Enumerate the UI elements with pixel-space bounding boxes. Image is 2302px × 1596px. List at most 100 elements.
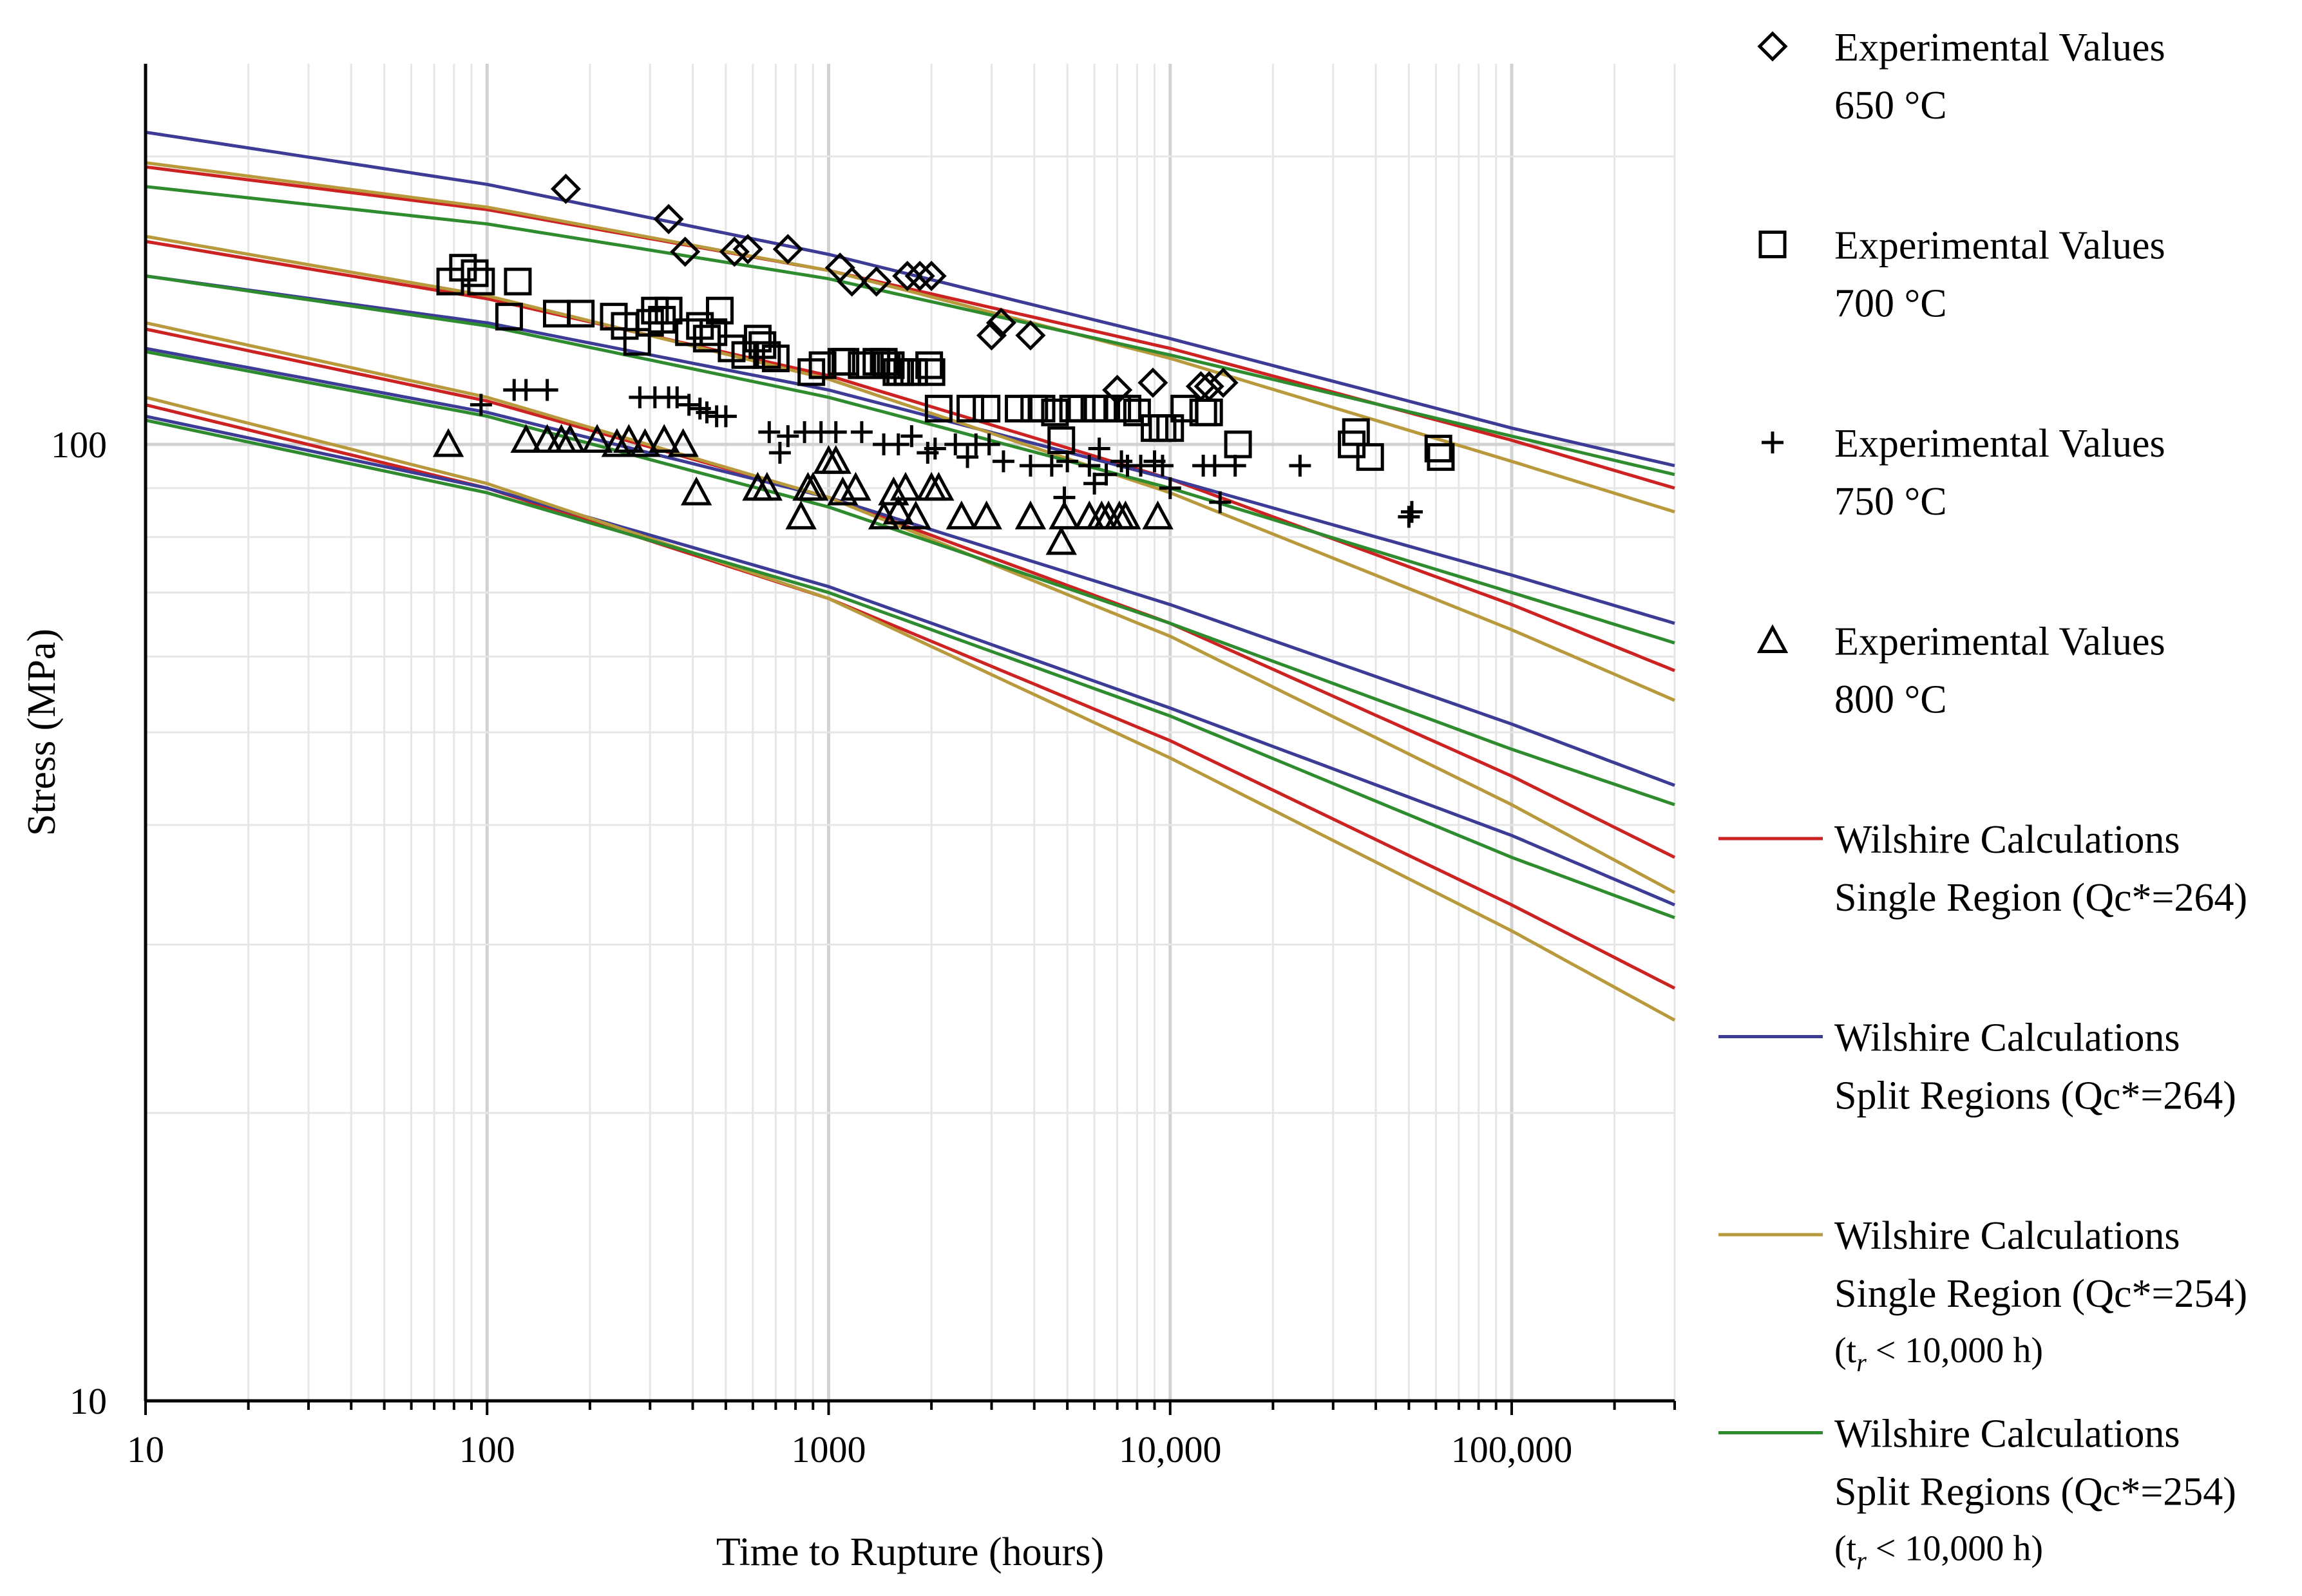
data-point-square: [648, 305, 676, 334]
data-point-square: [855, 351, 884, 379]
data-point-plus: [1095, 463, 1118, 486]
data-point-diamond: [916, 260, 947, 291]
curve-line: [145, 234, 1676, 702]
legend-label: Experimental Values: [1834, 620, 2165, 664]
data-point-plus: [666, 386, 689, 408]
data-point-plus: [1078, 455, 1101, 477]
data-point-square: [567, 299, 595, 328]
data-point-triangle: [1045, 526, 1077, 555]
y-tick-label: 100: [51, 424, 107, 466]
data-point-square: [1114, 394, 1142, 423]
data-point-plus: [992, 450, 1014, 473]
data-point-triangle: [432, 428, 464, 457]
data-point-plus: [1289, 455, 1311, 477]
data-point-plus: [1040, 455, 1063, 477]
legend-label: Experimental Values: [1834, 422, 2165, 466]
data-point-square: [1427, 443, 1455, 471]
legend-label: 800 °C: [1834, 678, 1947, 722]
curve-line: [145, 274, 1675, 645]
data-point-plus: [1209, 491, 1232, 513]
legend-marker: [1758, 231, 1787, 258]
data-point-plus: [1056, 450, 1079, 473]
data-point-triangle: [1142, 500, 1174, 529]
x-tick-label: 100: [459, 1429, 515, 1470]
data-point-square: [973, 394, 1001, 423]
curves: [145, 130, 1676, 1022]
data-point-triangle: [649, 424, 680, 453]
data-point-triangle: [667, 428, 699, 457]
legend-marker: [1757, 31, 1788, 62]
curve-line: [145, 165, 1675, 490]
data-point-square: [1356, 443, 1384, 471]
data-point-triangle: [1110, 500, 1141, 529]
data-point-square: [495, 303, 523, 331]
data-point-triangle: [629, 428, 661, 457]
data-point-triangle: [971, 500, 1002, 529]
curve-line: [145, 240, 1675, 672]
data-point-plus: [850, 421, 873, 443]
data-point-square: [915, 351, 944, 379]
data-point-plus: [900, 425, 923, 448]
curve-line: [145, 161, 1675, 514]
data-point-diamond: [653, 204, 684, 234]
data-point-square: [1041, 398, 1069, 426]
data-point-plus: [944, 433, 967, 455]
data-point-diamond: [837, 266, 868, 297]
curve-line: [145, 350, 1675, 806]
data-point-triangle: [889, 471, 922, 501]
legend-label: Split Regions (Qc*=254): [1834, 1470, 2236, 1514]
data-point-square: [761, 344, 790, 372]
data-point-diamond: [1208, 367, 1239, 398]
data-point-square: [753, 341, 781, 369]
legend-label: 700 °C: [1834, 282, 1947, 326]
data-point-square: [1342, 418, 1370, 446]
data-point-diamond: [719, 236, 750, 267]
data-point-diamond: [1015, 320, 1046, 351]
legend: Experimental Values 650 °C Experimental Va…: [1718, 26, 2247, 1575]
curve-line: [145, 395, 1676, 1022]
data-point-plus: [696, 401, 718, 424]
data-point-plus: [777, 425, 799, 448]
legend-marker: [1756, 624, 1789, 653]
data-point-triangle: [785, 500, 817, 529]
x-tick-label: 100,000: [1451, 1429, 1573, 1470]
data-point-plus: [470, 394, 492, 416]
curve-line: [145, 321, 1676, 894]
x-tick-label: 1000: [792, 1429, 866, 1470]
legend-note: (tr < 10,000 h): [1834, 1331, 2043, 1377]
data-point-square: [699, 318, 728, 347]
data-point-plus: [1398, 506, 1420, 528]
data-point-square: [705, 296, 734, 325]
x-tick-label: 10,000: [1119, 1429, 1222, 1470]
curve-line: [145, 327, 1676, 859]
legend-label: Wilshire Calculations: [1834, 1214, 2180, 1258]
data-point-plus: [824, 421, 847, 443]
data-point-square: [900, 358, 928, 386]
data-point-square: [461, 259, 489, 287]
data-point-square: [1123, 398, 1151, 426]
data-point-plus: [758, 421, 781, 443]
data-point-triangle: [946, 500, 978, 529]
data-point-plus: [515, 379, 537, 401]
data-point-diamond: [732, 234, 763, 265]
data-point-triangle: [878, 476, 909, 506]
data-point-plus: [1159, 477, 1181, 499]
data-point-plus: [536, 379, 558, 401]
data-point-square: [504, 267, 532, 296]
y-axis-title: Stress (MPa): [20, 629, 64, 836]
legend-label: 650 °C: [1834, 84, 1947, 128]
x-tick-label: 10: [127, 1429, 164, 1470]
data-point-square: [743, 325, 772, 353]
data-point-triangle: [751, 471, 783, 501]
curve-line: [145, 130, 1675, 468]
data-point-square: [808, 351, 837, 379]
legend-label: Experimental Values: [1834, 224, 2165, 268]
legend-label: Experimental Values: [1834, 26, 2165, 70]
data-point-triangle: [581, 424, 613, 453]
data-point-triangle: [680, 476, 712, 506]
legend-marker: [1762, 432, 1784, 453]
curve-line: [145, 185, 1675, 477]
data-point-triangle: [554, 424, 586, 453]
axes: [144, 64, 1675, 1403]
data-point-square: [1004, 394, 1032, 423]
